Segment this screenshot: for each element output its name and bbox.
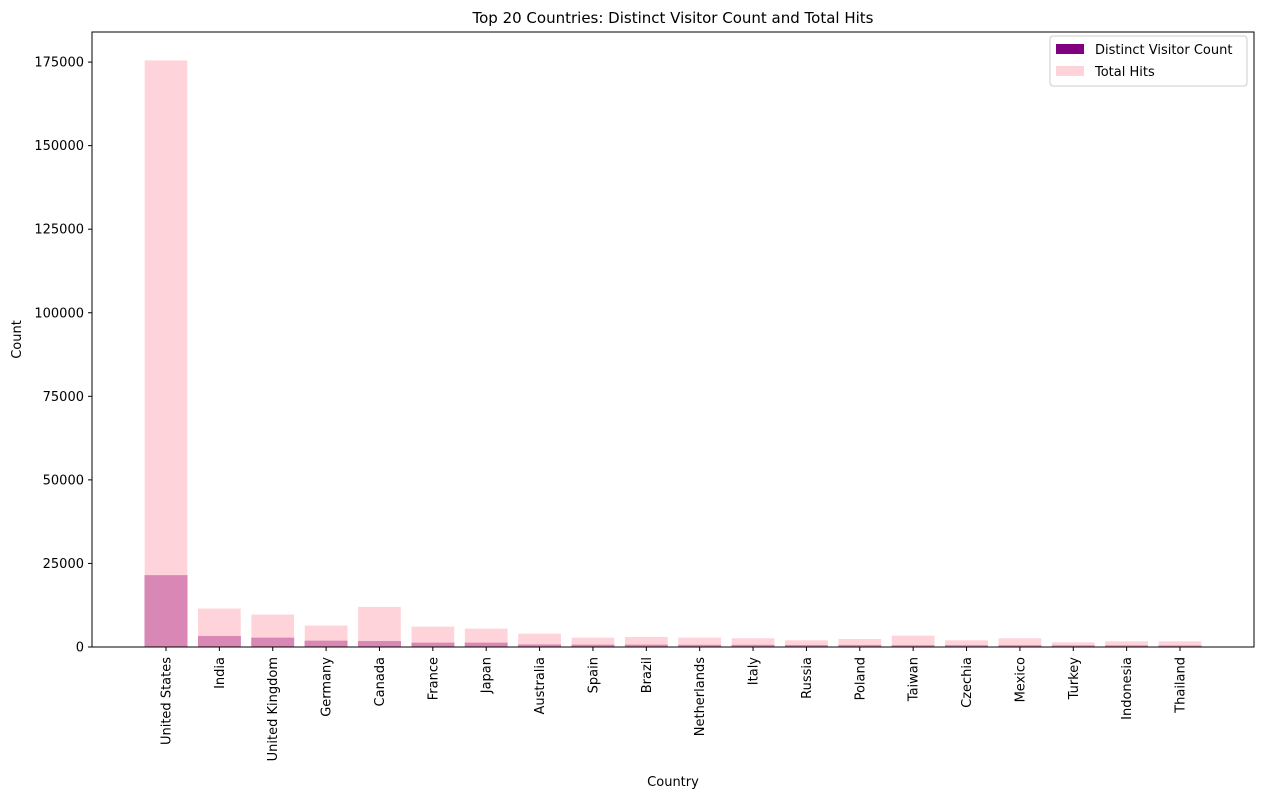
plot-frame	[91, 31, 1255, 648]
y-tick-label: 25000	[43, 557, 84, 572]
bar	[411, 626, 455, 647]
y-tick-label: 125000	[34, 223, 84, 238]
y-tick-label: 175000	[34, 56, 84, 71]
x-tick-label: Germany	[320, 657, 335, 717]
bar	[731, 638, 775, 647]
legend-swatch	[1056, 44, 1084, 54]
y-tick-label: 50000	[43, 473, 84, 488]
x-tick-label: Czechia	[960, 657, 975, 708]
y-tick-label: 0	[76, 641, 84, 656]
bar	[571, 637, 615, 647]
y-tick-label: 150000	[34, 139, 84, 154]
x-tick-label: Thailand	[1174, 657, 1189, 714]
x-tick-label: Poland	[853, 657, 868, 700]
bar	[1051, 642, 1095, 647]
x-axis-label: Country	[647, 775, 699, 790]
x-tick-label: Spain	[586, 657, 601, 693]
bar	[251, 614, 295, 647]
x-tick-label: Turkey	[1067, 657, 1082, 701]
y-axis-label: Count	[10, 320, 25, 359]
legend-box	[1049, 35, 1248, 87]
bar	[304, 625, 348, 647]
x-tick-label: United Kingdom	[266, 657, 281, 761]
x-tick-label: Japan	[480, 657, 495, 694]
x-tick-label: Taiwan	[907, 657, 922, 702]
legend-label: Total Hits	[1094, 65, 1155, 80]
x-tick-label: Indonesia	[1120, 657, 1135, 720]
x-tick-label: Canada	[373, 657, 388, 706]
x-tick-label: Australia	[533, 657, 548, 715]
x-tick-label: United States	[160, 657, 175, 745]
bar	[624, 636, 668, 647]
bar	[945, 640, 988, 647]
y-tick-label: 100000	[34, 306, 84, 321]
x-tick-label: Brazil	[640, 657, 655, 693]
x-tick-label: Italy	[747, 657, 762, 686]
bar	[998, 638, 1042, 647]
bar	[785, 640, 828, 647]
bar	[198, 608, 241, 647]
legend: Distinct Visitor Count Total Hits	[1049, 35, 1248, 87]
x-tick-label: Mexico	[1013, 657, 1028, 702]
bar	[144, 60, 188, 647]
legend-swatch	[1056, 66, 1084, 76]
y-axis: 0 25000 50000 75000 100000 125000 150000 175000	[34, 56, 92, 656]
legend-label: Distinct Visitor Count	[1095, 43, 1232, 58]
x-axis: United States India United Kingdom Germany C…	[160, 647, 1189, 761]
series-total-hits	[144, 60, 1202, 647]
bar	[1105, 641, 1148, 647]
bar	[678, 637, 722, 647]
bar	[838, 638, 882, 647]
series-distinct-visitor-count	[144, 575, 1202, 647]
x-tick-label: India	[213, 657, 228, 689]
bar	[358, 606, 401, 647]
bar	[464, 628, 508, 647]
x-tick-label: France	[426, 657, 441, 700]
y-tick-label: 75000	[43, 390, 84, 405]
x-tick-label: Russia	[800, 657, 815, 699]
bar	[891, 635, 935, 647]
chart-title: Top 20 Countries: Distinct Visitor Count…	[472, 9, 874, 27]
x-tick-label: Netherlands	[693, 657, 708, 736]
bar	[518, 633, 561, 647]
bar	[1158, 641, 1202, 647]
bars-layer	[144, 60, 1202, 647]
